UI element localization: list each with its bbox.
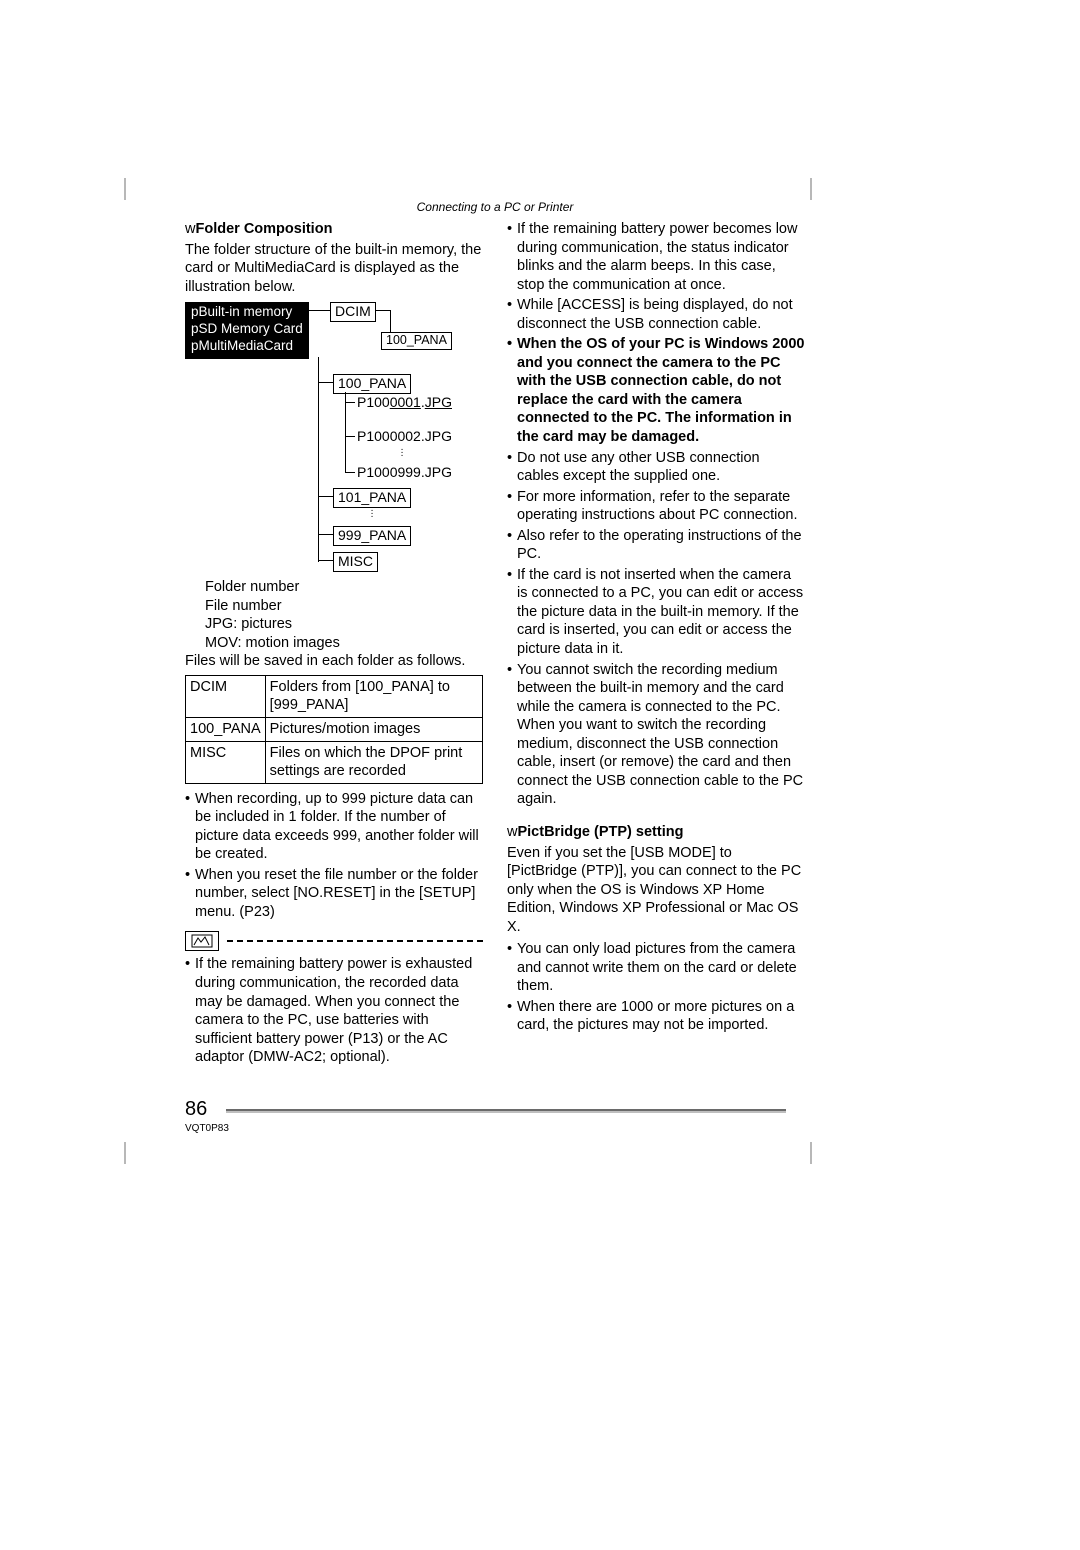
file2-label: P1000002.JPG	[357, 429, 452, 444]
columns: wFolder Composition The folder structure…	[185, 220, 805, 1069]
table-cell: Pictures/motion images	[265, 718, 482, 742]
right-column: If the remaining battery power becomes l…	[507, 220, 805, 1069]
memory-types-box: pBuilt-in memory pSD Memory Card pMultiM…	[185, 302, 309, 359]
table-cell: Folders from [100_PANA] to [999_PANA]	[265, 675, 482, 717]
bullet-item: If the remaining battery power becomes l…	[507, 220, 805, 294]
pictbridge-heading: wPictBridge (PTP) setting	[507, 823, 805, 842]
bullet-item: If the remaining battery power is exhaus…	[185, 955, 483, 1066]
bullet-item: When there are 1000 or more pictures on …	[507, 998, 805, 1035]
connector	[345, 402, 355, 403]
vdots: ···	[367, 509, 377, 518]
bullet-item: If the card is not inserted when the cam…	[507, 566, 805, 659]
bullet-item: You can only load pictures from the came…	[507, 940, 805, 996]
heading-prefix: w	[507, 824, 517, 840]
pana-small-node: 100_PANA	[381, 332, 452, 350]
pana-999-node: 999_PANA	[333, 526, 411, 545]
files-saved-text: Files will be saved in each folder as fo…	[185, 652, 483, 671]
connector	[345, 472, 355, 473]
dcim-node: DCIM	[330, 302, 376, 321]
table-cell: Files on which the DPOF print settings a…	[265, 741, 482, 783]
vdots: ···	[397, 448, 407, 457]
folder-diagram: pBuilt-in memory pSD Memory Card pMultiM…	[185, 302, 483, 572]
right-bullets: If the remaining battery power becomes l…	[507, 220, 805, 809]
heading-prefix: w	[185, 221, 195, 237]
bullet-item: You cannot switch the recording medium b…	[507, 661, 805, 809]
bullet-item: When the OS of your PC is Windows 2000 a…	[507, 335, 805, 446]
crop-mark-tr	[810, 178, 812, 200]
note-dashes	[227, 940, 483, 942]
table-row: 100_PANA Pictures/motion images	[186, 718, 483, 742]
pana-100-node: 100_PANA	[333, 374, 411, 393]
folder-composition-heading: wFolder Composition	[185, 220, 483, 239]
table-row: MISC Files on which the DPOF print setti…	[186, 741, 483, 783]
connector	[390, 310, 391, 332]
connector	[318, 560, 333, 561]
folder-table: DCIM Folders from [100_PANA] to [999_PAN…	[185, 675, 483, 784]
left-bullets-1: When recording, up to 999 picture data c…	[185, 790, 483, 922]
document-id: VQT0P83	[185, 1123, 805, 1134]
page-footer: 86 VQT0P83	[185, 1098, 805, 1550]
misc-node: MISC	[333, 552, 378, 571]
connector	[376, 310, 390, 311]
connector	[318, 382, 333, 383]
connector	[318, 357, 319, 562]
left-column: wFolder Composition The folder structure…	[185, 220, 483, 1069]
file1-label: P1000001.JPG	[357, 395, 452, 410]
heading-text: Folder Composition	[195, 221, 332, 237]
note-icon	[185, 931, 219, 951]
connector	[308, 310, 330, 311]
connector	[318, 534, 333, 535]
table-cell: DCIM	[186, 675, 266, 717]
connector	[345, 392, 346, 472]
bullet-item: Also refer to the operating instructions…	[507, 527, 805, 564]
connector	[318, 496, 333, 497]
memory-line: pBuilt-in memory	[191, 304, 303, 321]
pictbridge-paragraph: Even if you set the [USB MODE] to [PictB…	[507, 844, 805, 937]
bullet-item: When you reset the file number or the fo…	[185, 866, 483, 922]
page-body: Connecting to a PC or Printer wFolder Co…	[185, 200, 805, 1069]
table-cell: MISC	[186, 741, 266, 783]
legend-file-number: File number	[205, 597, 483, 616]
memory-line: pSD Memory Card	[191, 321, 303, 338]
intro-paragraph: The folder structure of the built-in mem…	[185, 241, 483, 297]
memory-line: pMultiMediaCard	[191, 338, 303, 355]
connector	[345, 436, 355, 437]
table-row: DCIM Folders from [100_PANA] to [999_PAN…	[186, 675, 483, 717]
legend-jpg: JPG: pictures	[205, 615, 483, 634]
note-divider	[185, 931, 483, 951]
heading-text: PictBridge (PTP) setting	[517, 824, 683, 840]
bullet-item: While [ACCESS] is being displayed, do no…	[507, 296, 805, 333]
legend-folder-number: Folder number	[205, 578, 483, 597]
legend-mov: MOV: motion images	[205, 634, 483, 653]
bullet-item: For more information, refer to the separ…	[507, 488, 805, 525]
spacer	[507, 811, 805, 823]
page-header: Connecting to a PC or Printer	[185, 200, 805, 214]
left-bullets-2: If the remaining battery power is exhaus…	[185, 955, 483, 1066]
file999-label: P1000999.JPG	[357, 465, 452, 480]
bullet-item: Do not use any other USB connection cabl…	[507, 449, 805, 486]
footer-rule	[226, 1109, 786, 1113]
bullet-item: When recording, up to 999 picture data c…	[185, 790, 483, 864]
right-bullets-2: You can only load pictures from the came…	[507, 940, 805, 1035]
page-number: 86	[185, 1098, 207, 1121]
table-cell: 100_PANA	[186, 718, 266, 742]
crop-mark-tl	[124, 178, 126, 200]
crop-mark-br	[810, 1142, 812, 1164]
crop-mark-bl	[124, 1142, 126, 1164]
